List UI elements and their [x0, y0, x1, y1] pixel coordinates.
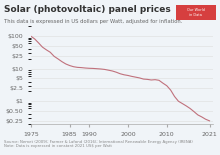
- Text: This data is expressed in US dollars per Watt, adjusted for inflation.: This data is expressed in US dollars per…: [4, 19, 183, 24]
- Text: Source: Nemet (2009); Farmer & Lafond (2016); International Renewable Energy Age: Source: Nemet (2009); Farmer & Lafond (2…: [4, 140, 193, 148]
- Text: Solar (photovoltaic) panel prices: Solar (photovoltaic) panel prices: [4, 5, 171, 14]
- Text: Our World
in Data: Our World in Data: [187, 8, 205, 17]
